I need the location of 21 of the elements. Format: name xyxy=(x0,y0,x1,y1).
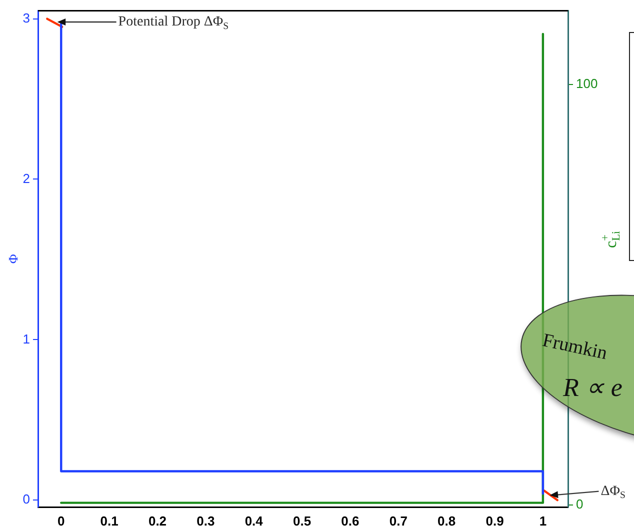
x-tick-label: 1 xyxy=(539,513,547,526)
x-tick-label: 0.3 xyxy=(196,513,215,526)
y2-axis-title: cLi+ xyxy=(600,230,623,248)
x-tick-label: 0.2 xyxy=(148,513,167,526)
annotation: Frumkin xyxy=(540,330,610,366)
annotation: R ∝ e xyxy=(563,372,622,403)
y-tick-label: 1 xyxy=(22,331,30,346)
y-tick-label: 2 xyxy=(22,170,30,186)
y-tick-label: 3 xyxy=(22,10,30,26)
x-tick-label: 0.5 xyxy=(292,513,312,526)
y2-tick-label: 100 xyxy=(576,76,598,91)
x-tick-label: 0.6 xyxy=(341,513,360,526)
x-tick-label: 0.1 xyxy=(100,513,118,526)
x-tick-label: 0.4 xyxy=(244,513,264,526)
y2-tick-label: 0 xyxy=(576,496,584,512)
y-axis-title: Φ xyxy=(5,254,20,264)
x-tick-label: 0.7 xyxy=(389,513,408,526)
y-tick-label: 0 xyxy=(22,492,30,507)
x-tick-label: 0.8 xyxy=(438,513,456,526)
x-tick-label: 0.9 xyxy=(486,513,504,526)
x-tick-label: 0 xyxy=(58,513,65,526)
